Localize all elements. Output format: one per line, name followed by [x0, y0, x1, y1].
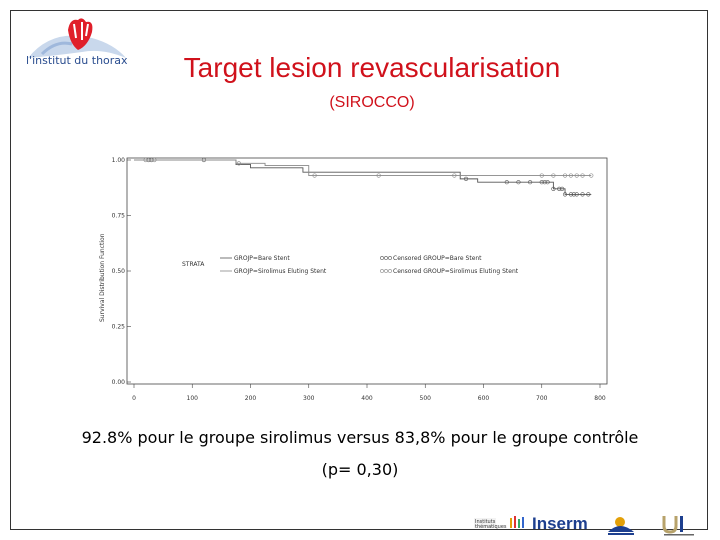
x-tick-label: 200 — [245, 395, 257, 402]
censor-mark-1 — [580, 173, 585, 178]
y-tick-label: 0.50 — [112, 268, 126, 275]
series-line-1 — [134, 159, 592, 176]
x-ticks: 0 100 200 300 400 500 600 700 800 — [132, 384, 606, 402]
legend-entry-censored-sirolimus: Censored GROUP=Sirolimus Eluting Stent — [393, 268, 519, 275]
x-tick-label: 300 — [303, 395, 315, 402]
censor-mark-0 — [516, 180, 521, 185]
censor-mark-0 — [571, 192, 576, 197]
institut-thematique-logo: Instituts thématiques — [474, 516, 524, 530]
legend-censor-symbol-sirolimus — [380, 269, 392, 273]
censor-mark-1 — [452, 173, 457, 178]
censor-mark-0 — [562, 192, 568, 197]
slide-subtitle: (SIROCCO) — [329, 94, 415, 111]
x-tick-label: 0 — [132, 395, 136, 402]
censor-mark-0 — [504, 180, 509, 185]
x-tick-label: 700 — [536, 395, 548, 402]
censor-mark-1 — [539, 173, 544, 178]
censor-mark-0 — [586, 192, 591, 197]
censor-mark-1 — [376, 173, 381, 178]
censor-mark-0 — [580, 192, 585, 197]
logo-text: l'institut du thorax — [26, 54, 128, 67]
p-value-caption: (p= 0,30) — [321, 460, 399, 479]
y-ticks: 0.00 0.25 0.50 0.75 1.00 — [112, 157, 131, 386]
svg-text:Instituts: Instituts — [475, 519, 496, 525]
censor-mark-1 — [574, 173, 579, 178]
km-chart: Survival Distribution Function 0.000.250… — [99, 157, 608, 402]
y-tick-label: 0.75 — [112, 213, 126, 220]
legend-entry-censored-bare: Censored GROUP=Bare Stent — [393, 255, 482, 262]
censor-mark-0 — [568, 192, 573, 197]
slide-frame — [10, 10, 708, 530]
censor-mark-0 — [560, 186, 565, 191]
inserm-logo-text: Inserm — [532, 514, 588, 533]
series-line-0 — [134, 159, 592, 195]
x-tick-label: 800 — [594, 395, 606, 402]
result-caption: 92.8% pour le groupe sirolimus versus 83… — [81, 428, 639, 447]
x-tick-label: 400 — [361, 395, 373, 402]
legend: STRATA GROJP=Bare Stent GROJP=Sirolimus … — [182, 255, 519, 275]
slide-title: Target lesion revascularisation — [183, 52, 561, 83]
censor-mark-0 — [528, 180, 533, 185]
censor-mark-1 — [568, 173, 573, 178]
x-tick-label: 600 — [478, 395, 490, 402]
censor-mark-0 — [551, 186, 556, 191]
censor-mark-0 — [542, 180, 547, 185]
legend-title: STRATA — [182, 261, 205, 268]
censor-mark-0 — [545, 180, 550, 185]
series-layer — [134, 157, 594, 197]
censor-mark-1 — [152, 157, 157, 163]
censor-mark-1 — [236, 161, 241, 166]
censor-mark-0 — [463, 176, 469, 181]
footer-logos: Instituts thématiques Inserm — [474, 514, 694, 536]
y-axis-label: Survival Distribution Function — [99, 233, 106, 322]
plot-frame — [126, 157, 608, 385]
censor-mark-1 — [551, 173, 556, 178]
censor-mark-1 — [562, 173, 568, 178]
censor-mark-1 — [312, 173, 317, 178]
censor-mark-0 — [574, 192, 579, 197]
legend-censor-symbol-bare — [380, 256, 392, 260]
censor-mark-0 — [539, 180, 544, 185]
legend-entry-sirolimus: GROJP=Sirolimus Eluting Stent — [234, 268, 327, 275]
censor-mark-1 — [143, 157, 148, 163]
legend-entry-bare: GROJP=Bare Stent — [234, 255, 290, 262]
censor-mark-1 — [589, 173, 594, 178]
y-tick-label: 1.00 — [112, 157, 126, 164]
y-tick-label: 0.00 — [112, 379, 126, 386]
university-emblem — [608, 517, 634, 535]
censor-mark-0 — [557, 186, 562, 191]
svg-text:thématiques: thématiques — [475, 523, 507, 530]
university-nantes-logo — [662, 516, 694, 536]
institut-du-thorax-logo — [28, 18, 126, 58]
x-tick-label: 500 — [420, 395, 432, 402]
x-tick-label: 100 — [187, 395, 199, 402]
y-tick-label: 0.25 — [112, 324, 126, 331]
